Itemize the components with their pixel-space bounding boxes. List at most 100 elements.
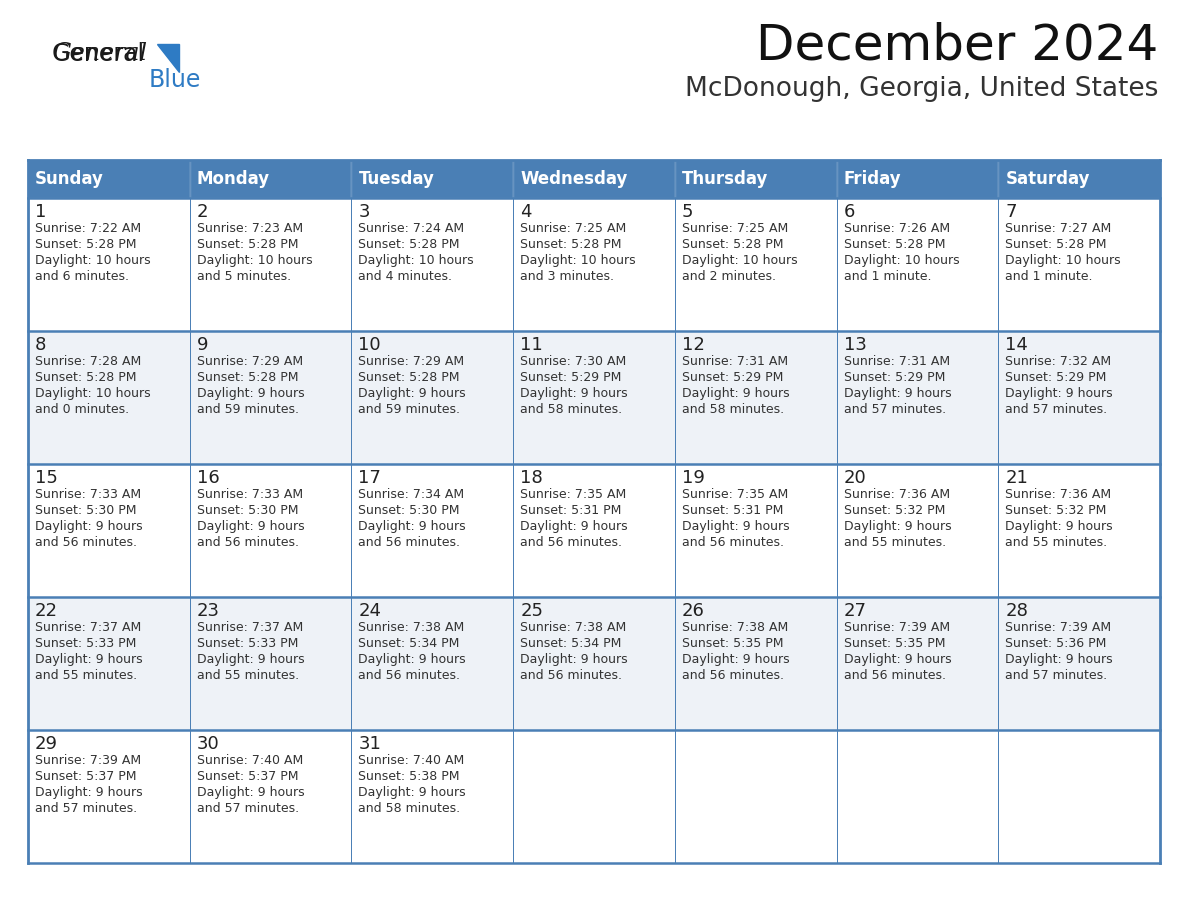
Text: 12: 12 bbox=[682, 336, 704, 354]
Text: Sunset: 5:32 PM: Sunset: 5:32 PM bbox=[843, 504, 944, 517]
Bar bbox=[998, 331, 1159, 464]
Text: Sunset: 5:28 PM: Sunset: 5:28 PM bbox=[520, 238, 621, 251]
Text: Sunrise: 7:36 AM: Sunrise: 7:36 AM bbox=[1005, 488, 1112, 501]
Bar bbox=[513, 464, 675, 597]
Bar bbox=[675, 331, 836, 464]
Bar bbox=[998, 730, 1159, 863]
Text: Daylight: 9 hours: Daylight: 9 hours bbox=[520, 653, 627, 666]
Text: Daylight: 9 hours: Daylight: 9 hours bbox=[359, 520, 466, 533]
Text: and 2 minutes.: and 2 minutes. bbox=[682, 270, 776, 283]
Text: Sunrise: 7:36 AM: Sunrise: 7:36 AM bbox=[843, 488, 949, 501]
Text: Daylight: 9 hours: Daylight: 9 hours bbox=[34, 653, 143, 666]
Text: Sunset: 5:37 PM: Sunset: 5:37 PM bbox=[197, 770, 298, 783]
Text: Sunrise: 7:28 AM: Sunrise: 7:28 AM bbox=[34, 355, 141, 368]
Text: Sunrise: 7:35 AM: Sunrise: 7:35 AM bbox=[682, 488, 788, 501]
Text: Sunrise: 7:38 AM: Sunrise: 7:38 AM bbox=[682, 621, 788, 634]
Text: Saturday: Saturday bbox=[1005, 170, 1089, 188]
Text: Daylight: 9 hours: Daylight: 9 hours bbox=[843, 653, 952, 666]
Bar bbox=[513, 730, 675, 863]
Text: 19: 19 bbox=[682, 469, 704, 487]
Text: Sunrise: 7:37 AM: Sunrise: 7:37 AM bbox=[34, 621, 141, 634]
Bar bbox=[190, 464, 352, 597]
Text: and 56 minutes.: and 56 minutes. bbox=[197, 536, 298, 549]
Text: Daylight: 9 hours: Daylight: 9 hours bbox=[520, 520, 627, 533]
Text: 15: 15 bbox=[34, 469, 58, 487]
Text: and 3 minutes.: and 3 minutes. bbox=[520, 270, 614, 283]
Text: Sunset: 5:31 PM: Sunset: 5:31 PM bbox=[520, 504, 621, 517]
Text: Sunset: 5:30 PM: Sunset: 5:30 PM bbox=[197, 504, 298, 517]
Text: Sunrise: 7:38 AM: Sunrise: 7:38 AM bbox=[359, 621, 465, 634]
Text: 2: 2 bbox=[197, 203, 208, 221]
Text: Friday: Friday bbox=[843, 170, 902, 188]
Text: 28: 28 bbox=[1005, 602, 1028, 620]
Bar bbox=[998, 597, 1159, 730]
Text: Sunset: 5:29 PM: Sunset: 5:29 PM bbox=[682, 371, 783, 384]
Bar bbox=[675, 464, 836, 597]
Text: 21: 21 bbox=[1005, 469, 1028, 487]
Bar bbox=[29, 198, 190, 331]
Text: Sunrise: 7:35 AM: Sunrise: 7:35 AM bbox=[520, 488, 626, 501]
Bar bbox=[352, 160, 513, 198]
Text: 29: 29 bbox=[34, 735, 58, 753]
Text: Sunrise: 7:31 AM: Sunrise: 7:31 AM bbox=[682, 355, 788, 368]
Text: 11: 11 bbox=[520, 336, 543, 354]
Text: Daylight: 10 hours: Daylight: 10 hours bbox=[682, 254, 797, 267]
Text: Sunset: 5:31 PM: Sunset: 5:31 PM bbox=[682, 504, 783, 517]
Bar bbox=[29, 597, 190, 730]
Text: and 56 minutes.: and 56 minutes. bbox=[359, 536, 461, 549]
Text: Sunrise: 7:30 AM: Sunrise: 7:30 AM bbox=[520, 355, 626, 368]
Text: and 5 minutes.: and 5 minutes. bbox=[197, 270, 291, 283]
Text: Sunset: 5:28 PM: Sunset: 5:28 PM bbox=[843, 238, 946, 251]
Text: and 55 minutes.: and 55 minutes. bbox=[197, 669, 299, 682]
Text: Daylight: 10 hours: Daylight: 10 hours bbox=[197, 254, 312, 267]
Bar bbox=[29, 730, 190, 863]
Text: 16: 16 bbox=[197, 469, 220, 487]
Text: and 4 minutes.: and 4 minutes. bbox=[359, 270, 453, 283]
Text: Sunset: 5:36 PM: Sunset: 5:36 PM bbox=[1005, 637, 1107, 650]
Text: December 2024: December 2024 bbox=[756, 22, 1158, 70]
Bar bbox=[190, 331, 352, 464]
Text: Daylight: 10 hours: Daylight: 10 hours bbox=[34, 254, 151, 267]
Text: Sunset: 5:33 PM: Sunset: 5:33 PM bbox=[197, 637, 298, 650]
Bar bbox=[29, 464, 190, 597]
Text: and 56 minutes.: and 56 minutes. bbox=[520, 669, 623, 682]
Text: Daylight: 9 hours: Daylight: 9 hours bbox=[843, 520, 952, 533]
Text: and 59 minutes.: and 59 minutes. bbox=[197, 403, 298, 416]
Text: Wednesday: Wednesday bbox=[520, 170, 627, 188]
Text: Daylight: 9 hours: Daylight: 9 hours bbox=[359, 387, 466, 400]
Text: 10: 10 bbox=[359, 336, 381, 354]
Text: and 1 minute.: and 1 minute. bbox=[1005, 270, 1093, 283]
Text: Sunrise: 7:29 AM: Sunrise: 7:29 AM bbox=[359, 355, 465, 368]
Text: Daylight: 9 hours: Daylight: 9 hours bbox=[359, 653, 466, 666]
Text: 14: 14 bbox=[1005, 336, 1028, 354]
Text: Sunset: 5:30 PM: Sunset: 5:30 PM bbox=[34, 504, 137, 517]
Bar bbox=[675, 160, 836, 198]
Text: Sunrise: 7:40 AM: Sunrise: 7:40 AM bbox=[197, 754, 303, 767]
Text: Sunrise: 7:33 AM: Sunrise: 7:33 AM bbox=[197, 488, 303, 501]
Text: and 58 minutes.: and 58 minutes. bbox=[682, 403, 784, 416]
Text: McDonough, Georgia, United States: McDonough, Georgia, United States bbox=[684, 76, 1158, 102]
Text: Sunrise: 7:39 AM: Sunrise: 7:39 AM bbox=[843, 621, 949, 634]
Text: Sunset: 5:28 PM: Sunset: 5:28 PM bbox=[197, 371, 298, 384]
Text: Daylight: 10 hours: Daylight: 10 hours bbox=[520, 254, 636, 267]
Text: 6: 6 bbox=[843, 203, 855, 221]
Text: Daylight: 10 hours: Daylight: 10 hours bbox=[359, 254, 474, 267]
Bar bbox=[998, 198, 1159, 331]
Text: Sunrise: 7:27 AM: Sunrise: 7:27 AM bbox=[1005, 222, 1112, 235]
Text: 30: 30 bbox=[197, 735, 220, 753]
Text: Sunset: 5:28 PM: Sunset: 5:28 PM bbox=[1005, 238, 1107, 251]
Text: Sunrise: 7:34 AM: Sunrise: 7:34 AM bbox=[359, 488, 465, 501]
Text: Sunset: 5:28 PM: Sunset: 5:28 PM bbox=[359, 238, 460, 251]
Text: Sunrise: 7:31 AM: Sunrise: 7:31 AM bbox=[843, 355, 949, 368]
Text: 5: 5 bbox=[682, 203, 694, 221]
Text: Daylight: 9 hours: Daylight: 9 hours bbox=[682, 387, 790, 400]
Text: and 58 minutes.: and 58 minutes. bbox=[520, 403, 623, 416]
Bar bbox=[513, 331, 675, 464]
Text: Sunrise: 7:26 AM: Sunrise: 7:26 AM bbox=[843, 222, 949, 235]
Bar bbox=[513, 597, 675, 730]
Text: 25: 25 bbox=[520, 602, 543, 620]
Text: Sunrise: 7:22 AM: Sunrise: 7:22 AM bbox=[34, 222, 141, 235]
Text: and 1 minute.: and 1 minute. bbox=[843, 270, 931, 283]
Bar bbox=[513, 198, 675, 331]
Text: Daylight: 9 hours: Daylight: 9 hours bbox=[34, 786, 143, 799]
